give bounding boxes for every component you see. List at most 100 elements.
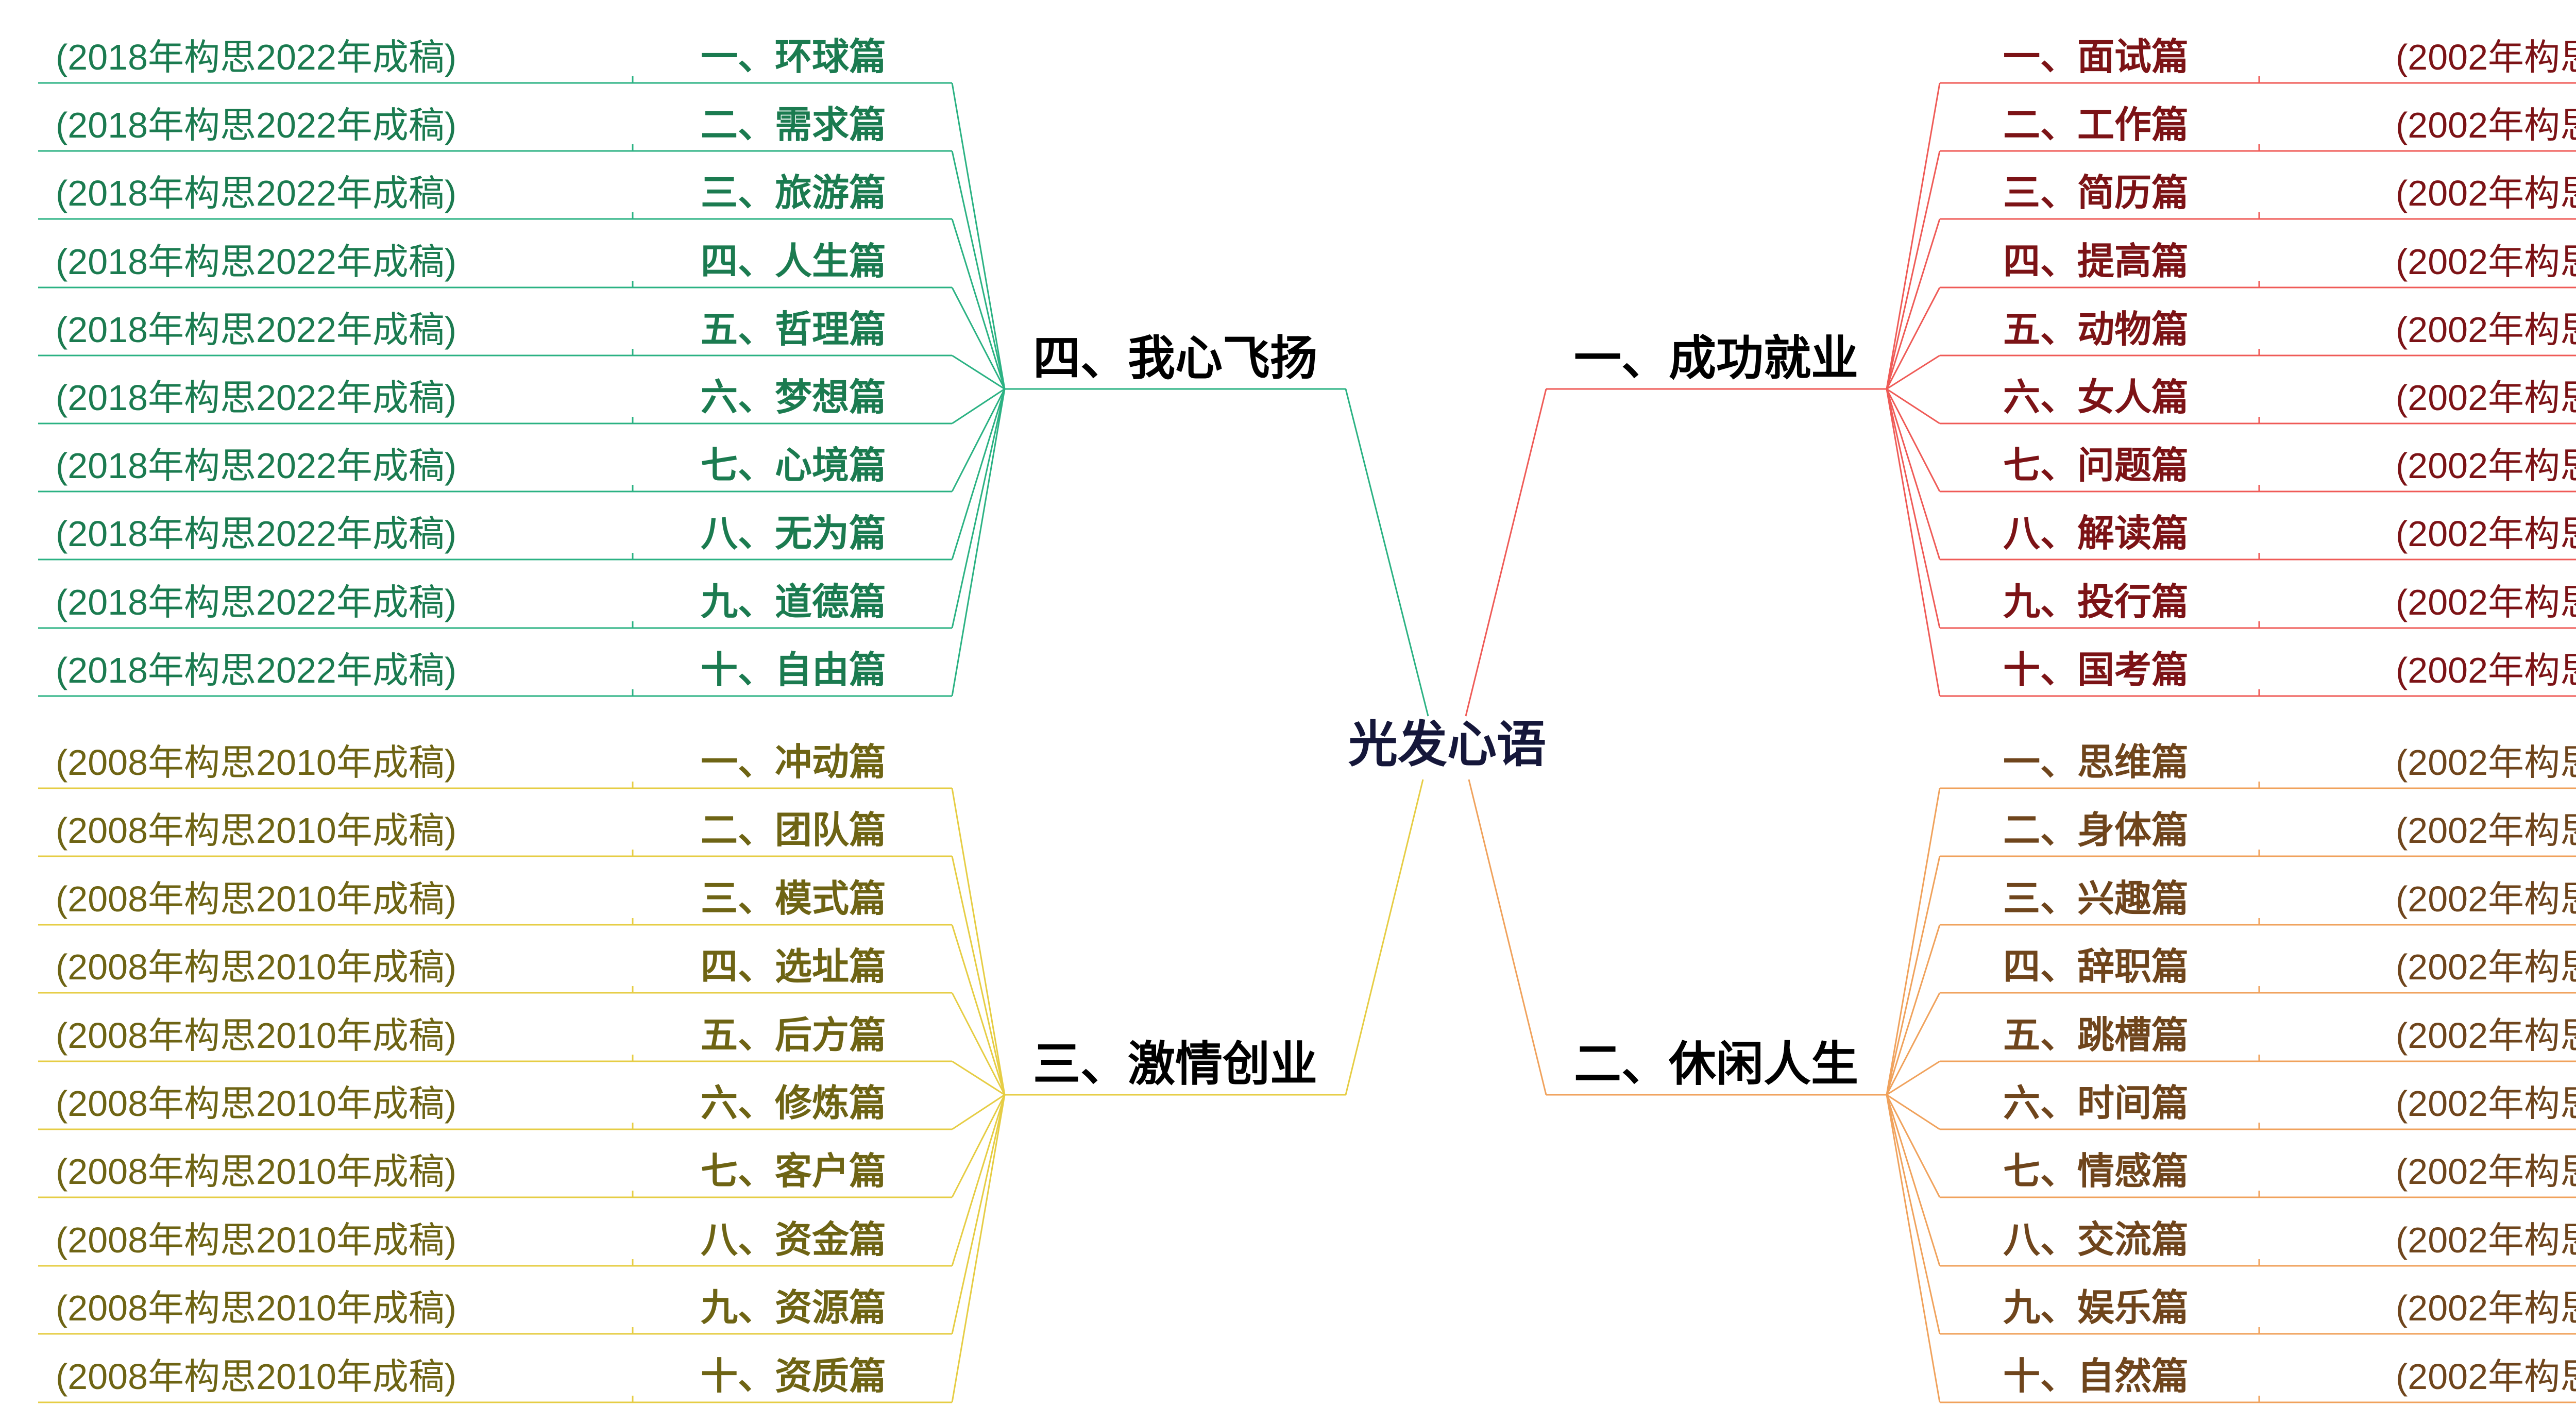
connector-line xyxy=(1886,1094,1941,1198)
item-note-node[interactable]: (2018年构思2022年成稿) xyxy=(56,446,457,486)
connector-line xyxy=(1886,788,1941,1095)
item-note-node[interactable]: (2018年构思2022年成稿) xyxy=(56,650,457,690)
item-topic-node[interactable]: 九、娱乐篇 xyxy=(2003,1287,2189,1329)
connector-line xyxy=(1886,1060,1940,1096)
item-note-node[interactable]: (2002年构思2010年成稿) xyxy=(2396,742,2576,783)
item-note-node[interactable]: (2008年构思2010年成稿) xyxy=(56,947,457,987)
item-note-node[interactable]: (2002年构思2010年成稿) xyxy=(2396,310,2576,350)
item-topic-node[interactable]: 七、客户篇 xyxy=(701,1151,887,1192)
item-topic-node[interactable]: 八、资金篇 xyxy=(701,1219,887,1261)
item-note-node[interactable]: (2002年构思2010年成稿) xyxy=(2396,378,2576,418)
item-topic-node[interactable]: 九、投行篇 xyxy=(2003,582,2189,623)
item-note-node[interactable]: (2008年构思2010年成稿) xyxy=(56,879,457,919)
branch-node-success-employment[interactable]: 一、成功就业 xyxy=(1573,332,1859,385)
item-note-node[interactable]: (2002年构思2010年成稿) xyxy=(2396,105,2576,145)
item-note-node[interactable]: (2018年构思2022年成稿) xyxy=(56,378,457,418)
item-topic-node[interactable]: 一、思维篇 xyxy=(2003,742,2189,783)
item-note-node[interactable]: (2018年构思2022年成稿) xyxy=(56,514,457,554)
item-note-node[interactable]: (2002年构思2010年成稿) xyxy=(2396,582,2576,622)
item-topic-node[interactable]: 二、团队篇 xyxy=(701,810,887,851)
item-note-node[interactable]: (2002年构思2010年成稿) xyxy=(2396,242,2576,282)
item-topic-node[interactable]: 四、辞职篇 xyxy=(2003,946,2189,988)
item-topic-node[interactable]: 十、自然篇 xyxy=(2003,1356,2189,1397)
connector-line xyxy=(952,388,1005,425)
connector-line xyxy=(1886,388,1940,425)
item-note-node[interactable]: (2002年构思2010年成稿) xyxy=(2396,650,2576,690)
item-topic-node[interactable]: 三、旅游篇 xyxy=(701,173,887,214)
item-note-node[interactable]: (2008年构思2010年成稿) xyxy=(56,1015,457,1056)
branch-node-my-heart-flying[interactable]: 四、我心飞扬 xyxy=(1032,332,1318,385)
item-topic-node[interactable]: 八、交流篇 xyxy=(2003,1219,2189,1261)
item-topic-node[interactable]: 一、环球篇 xyxy=(701,37,887,78)
item-note-node[interactable]: (2018年构思2022年成稿) xyxy=(56,310,457,350)
item-topic-node[interactable]: 三、简历篇 xyxy=(2003,173,2189,214)
item-note-node[interactable]: (2008年构思2010年成稿) xyxy=(56,1288,457,1328)
connector-line xyxy=(952,354,1005,390)
item-note-node[interactable]: (2018年构思2022年成稿) xyxy=(56,173,457,213)
item-note-node[interactable]: (2002年构思2010年成稿) xyxy=(2396,1151,2576,1192)
item-topic-node[interactable]: 十、资质篇 xyxy=(701,1356,887,1397)
item-topic-node[interactable]: 六、修炼篇 xyxy=(701,1083,887,1124)
item-note-node[interactable]: (2002年构思2010年成稿) xyxy=(2396,1015,2576,1056)
connector-line xyxy=(952,1060,1005,1096)
connector-line xyxy=(951,287,1006,389)
item-topic-node[interactable]: 二、需求篇 xyxy=(701,105,887,146)
item-topic-node[interactable]: 八、无为篇 xyxy=(701,513,887,554)
item-note-node[interactable]: (2002年构思2010年成稿) xyxy=(2396,879,2576,919)
item-note-node[interactable]: (2008年构思2010年成稿) xyxy=(56,742,457,783)
connector-line xyxy=(1886,1094,1940,1130)
connector-line xyxy=(1345,779,1424,1095)
connector-line xyxy=(951,856,1006,1095)
item-topic-node[interactable]: 四、选址篇 xyxy=(701,946,887,988)
item-note-node[interactable]: (2008年构思2010年成稿) xyxy=(56,1357,457,1397)
item-note-node[interactable]: (2018年构思2022年成稿) xyxy=(56,242,457,282)
item-topic-node[interactable]: 二、身体篇 xyxy=(2003,810,2189,851)
item-topic-node[interactable]: 一、冲动篇 xyxy=(701,742,887,783)
item-topic-node[interactable]: 十、国考篇 xyxy=(2003,650,2189,691)
item-topic-node[interactable]: 七、心境篇 xyxy=(701,445,887,486)
item-topic-node[interactable]: 二、工作篇 xyxy=(2003,105,2189,146)
item-topic-node[interactable]: 七、情感篇 xyxy=(2003,1151,2189,1192)
item-note-node[interactable]: (2002年构思2010年成稿) xyxy=(2396,810,2576,851)
item-topic-node[interactable]: 五、后方篇 xyxy=(701,1015,887,1056)
item-note-node[interactable]: (2008年构思2010年成稿) xyxy=(56,810,457,851)
branch-node-leisure-life[interactable]: 二、休闲人生 xyxy=(1573,1038,1859,1091)
connector-line xyxy=(951,388,1006,492)
item-note-node[interactable]: (2018年构思2022年成稿) xyxy=(56,582,457,622)
item-note-node[interactable]: (2002年构思2010年成稿) xyxy=(2396,514,2576,554)
connector-line xyxy=(951,1094,1006,1266)
item-note-node[interactable]: (2008年构思2010年成稿) xyxy=(56,1151,457,1192)
item-note-node[interactable]: (2002年构思2010年成稿) xyxy=(2396,1083,2576,1124)
item-note-node[interactable]: (2002年构思2010年成稿) xyxy=(2396,1220,2576,1260)
item-note-node[interactable]: (2002年构思2010年成稿) xyxy=(2396,947,2576,987)
connector-line xyxy=(1468,779,1547,1095)
item-note-node[interactable]: (2002年构思2010年成稿) xyxy=(2396,1357,2576,1397)
item-topic-node[interactable]: 七、问题篇 xyxy=(2003,445,2189,486)
item-topic-node[interactable]: 五、动物篇 xyxy=(2003,309,2189,350)
item-topic-node[interactable]: 六、梦想篇 xyxy=(701,377,887,418)
item-topic-node[interactable]: 六、女人篇 xyxy=(2003,377,2189,418)
item-topic-node[interactable]: 一、面试篇 xyxy=(2003,37,2189,78)
item-topic-node[interactable]: 三、模式篇 xyxy=(701,878,887,920)
item-topic-node[interactable]: 十、自由篇 xyxy=(701,650,887,691)
central-topic-node[interactable]: 光发心语 xyxy=(1348,717,1546,772)
item-topic-node[interactable]: 九、资源篇 xyxy=(701,1287,887,1329)
item-note-node[interactable]: (2002年构思2010年成稿) xyxy=(2396,173,2576,213)
item-topic-node[interactable]: 八、解读篇 xyxy=(2003,513,2189,554)
item-note-node[interactable]: (2002年构思2010年成稿) xyxy=(2396,446,2576,486)
item-note-node[interactable]: (2002年构思2010年成稿) xyxy=(2396,1288,2576,1328)
item-topic-node[interactable]: 九、道德篇 xyxy=(701,582,887,623)
item-note-node[interactable]: (2018年构思2022年成稿) xyxy=(56,37,457,77)
item-topic-node[interactable]: 三、兴趣篇 xyxy=(2003,878,2189,920)
item-note-node[interactable]: (2008年构思2010年成稿) xyxy=(56,1220,457,1260)
item-note-node[interactable]: (2008年构思2010年成稿) xyxy=(56,1083,457,1124)
branch-node-passion-startup[interactable]: 三、激情创业 xyxy=(1032,1038,1318,1091)
item-topic-node[interactable]: 四、提高篇 xyxy=(2003,241,2189,282)
item-topic-node[interactable]: 五、哲理篇 xyxy=(701,309,887,350)
item-topic-node[interactable]: 六、时间篇 xyxy=(2003,1083,2189,1124)
item-topic-node[interactable]: 五、跳槽篇 xyxy=(2003,1015,2189,1056)
item-topic-node[interactable]: 四、人生篇 xyxy=(701,241,887,282)
item-note-node[interactable]: (2018年构思2022年成稿) xyxy=(56,105,457,145)
item-note-node[interactable]: (2002年构思2010年成稿) xyxy=(2396,37,2576,77)
